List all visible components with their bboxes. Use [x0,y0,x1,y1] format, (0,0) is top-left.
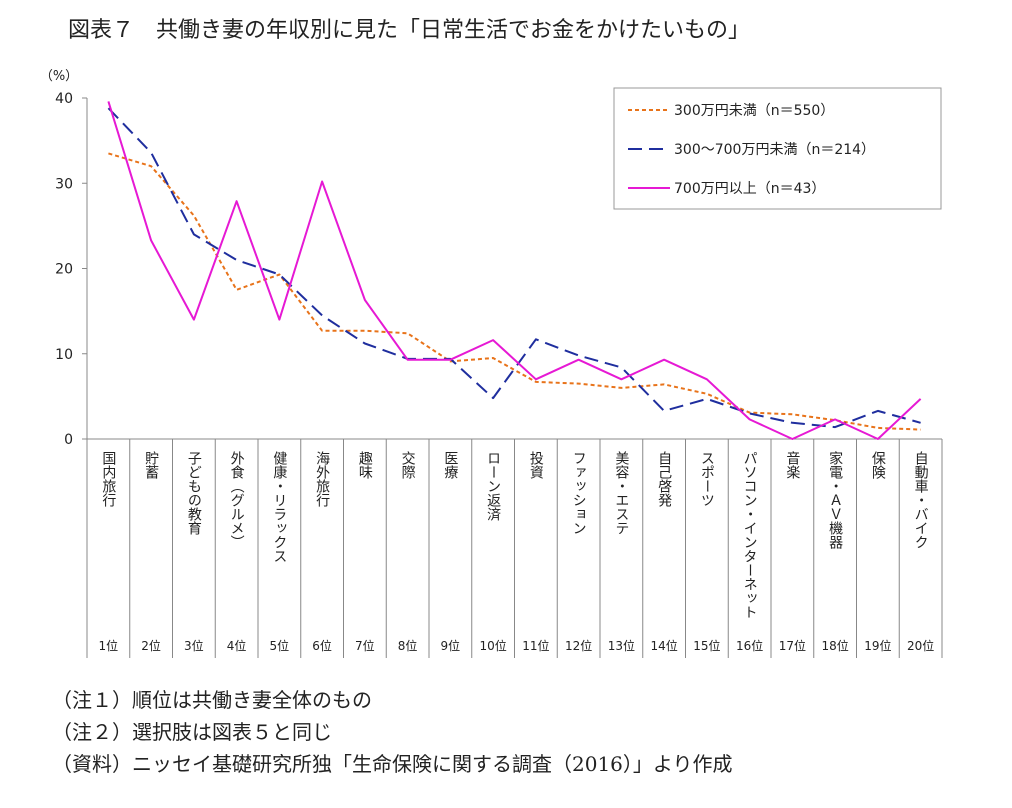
x-category-label: 医療 [442,451,458,479]
x-category-label: 交際 [400,450,416,479]
x-category-label: ローン返済 [485,451,501,521]
x-rank-label: 13位 [608,638,635,653]
x-rank-label: 9位 [441,638,461,653]
legend-label: 700万円以上（n＝43） [674,181,825,197]
y-tick-label: 0 [64,432,73,448]
series-line [108,152,921,431]
y-tick-label: 30 [55,176,73,192]
chart-series [107,101,922,440]
x-category-label: 投資 [528,451,544,479]
x-rank-label: 1位 [99,638,119,653]
x-rank-label: 16位 [736,638,763,653]
x-rank-label: 3位 [184,638,204,653]
x-category-label: 保険 [870,451,886,479]
x-rank-label: 19位 [864,638,891,653]
chart-title: 図表７ 共働き妻の年収別に見た「日常生活でお金をかけたいもの」 [68,18,751,43]
line-chart: 0 10 20 30 40 （%） 国内旅行 1位 貯蓄 2位 子どもの教育 3位 外食（グルメ） 4位 健… [40,69,943,658]
x-rank-label: 5位 [270,638,290,653]
x-category-label: 貯蓄 [143,451,159,480]
y-tick-label: 10 [55,347,73,363]
x-category-label: ファッション [571,451,587,535]
x-rank-label: 4位 [227,638,247,653]
x-rank-label: 11位 [522,638,549,653]
x-category-label: 音楽 [784,450,800,479]
x-category-label: スポーツ [699,451,715,507]
x-category-label: 子どもの教育 [186,451,202,535]
note-1: （注１）順位は共働き妻全体のもの [52,688,372,712]
series-line [107,101,922,440]
x-category-label: 国内旅行 [100,451,116,508]
x-category-label: 美容・エステ [613,451,629,535]
x-rank-label: 20位 [907,638,934,653]
x-rank-label: 7位 [355,638,375,653]
x-rank-label: 18位 [821,638,848,653]
x-rank-label: 10位 [479,638,506,653]
x-category-label: 海外旅行 [314,451,330,508]
note-source: （資料）ニッセイ基礎研究所独「生命保険に関する調査（2016）」より作成 [52,752,733,776]
x-rank-label: 8位 [398,638,418,653]
x-rank-label: 14位 [650,638,677,653]
y-axis-label: （%） [40,69,78,84]
x-category-label: 自動車・バイク [913,451,929,549]
legend-label: 300万円未満（n＝550） [674,103,834,119]
chart-axes: 0 10 20 30 40 （%） 国内旅行 1位 貯蓄 2位 子どもの教育 3位 外食（グルメ） 4位 健… [40,69,943,658]
x-rank-label: 17位 [779,638,806,653]
x-category-label: 健康・リラックス [271,451,287,563]
y-tick-label: 40 [55,91,73,107]
note-2: （注２）選択肢は図表５と同じ [52,720,332,744]
x-category-label: 外食（グルメ） [229,451,245,549]
chart-notes: （注１）順位は共働き妻全体のもの （注２）選択肢は図表５と同じ （資料）ニッセイ… [52,684,733,780]
chart-legend: 300万円未満（n＝550） 300～700万円未満（n＝214） 700万円以上（… [613,87,942,210]
x-rank-label: 12位 [565,638,592,653]
y-tick-label: 20 [55,262,73,278]
series-line [107,107,921,429]
x-category-label: 自己啓発 [656,451,672,508]
x-rank-label: 6位 [312,638,332,653]
x-category-label: 趣味 [357,451,373,479]
legend-label: 300～700万円未満（n＝214） [674,142,875,158]
x-category-label: パソコン・インターネット [742,451,758,619]
x-rank-label: 2位 [141,638,161,653]
x-rank-label: 15位 [693,638,720,653]
x-category-label: 家電・ＡＶ機器 [827,450,843,549]
